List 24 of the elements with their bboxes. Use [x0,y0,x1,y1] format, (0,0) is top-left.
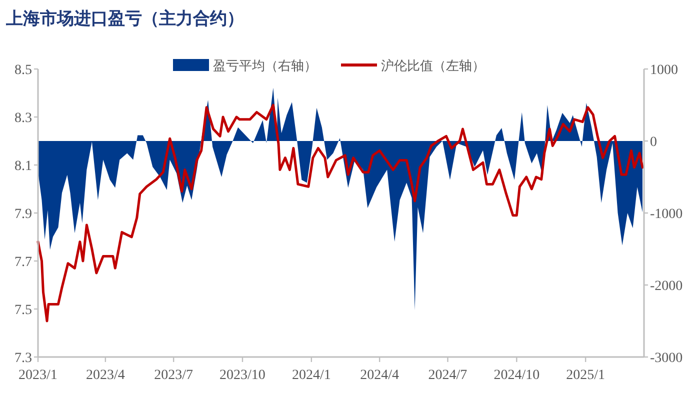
x-tick-label: 2024/1 [292,368,331,383]
chart-title: 上海市场进口盈亏（主力合约） [5,9,244,28]
legend-label: 沪伦比值（左轴） [381,58,485,73]
x-tick-label: 2023/10 [220,368,266,383]
x-tick-label: 2023/7 [154,368,194,383]
y2-tick-label: -3000 [650,351,683,366]
y-tick-label: 8.5 [14,63,32,78]
y-tick-label: 7.5 [14,303,32,318]
x-tick-label: 2023/1 [18,368,58,383]
y-tick-label: 7.9 [14,207,32,222]
legend-label: 盈亏平均（右轴） [213,58,317,73]
x-tick-label: 2023/4 [86,368,125,383]
y2-tick-label: 0 [650,135,657,150]
x-tick-label: 2024/7 [428,368,468,383]
y-tick-label: 7.7 [14,255,32,270]
x-tick-label: 2024/4 [360,368,400,383]
y-tick-label: 8.1 [14,159,32,174]
y-tick-label: 7.3 [14,351,32,366]
x-tick-label: 2024/10 [494,368,540,383]
y2-tick-label: -2000 [650,279,683,294]
x-tick-label: 2025/1 [566,368,606,383]
y2-tick-label: -1000 [650,207,683,222]
y-tick-label: 8.3 [14,111,32,126]
y2-tick-label: 1000 [650,63,678,78]
